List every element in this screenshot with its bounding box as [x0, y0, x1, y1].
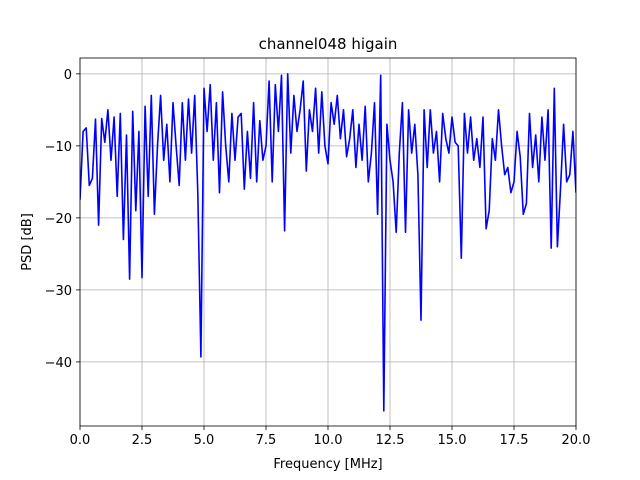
x-tick-label: 12.5 [376, 433, 405, 448]
y-tick-label: −30 [45, 284, 72, 299]
y-axis-label: PSD [dB] [20, 213, 35, 271]
x-tick-label: 10.0 [314, 433, 343, 448]
chart-title: channel048 higain [259, 35, 398, 53]
y-tick-label: −40 [45, 356, 72, 371]
plot-frame [79, 57, 577, 427]
x-axis-label: Frequency [MHz] [273, 457, 382, 472]
x-tick-label: 5.0 [194, 433, 215, 448]
y-tick-label: −10 [45, 140, 72, 155]
x-tick-label: 7.5 [256, 433, 277, 448]
x-tick-label: 17.5 [500, 433, 529, 448]
x-tick-label: 0.0 [70, 433, 91, 448]
series-line [80, 73, 576, 412]
x-tick-label: 20.0 [562, 433, 591, 448]
x-tick-label: 2.5 [132, 433, 153, 448]
y-tick-label: 0 [64, 68, 72, 83]
y-tick-label: −20 [45, 212, 72, 227]
x-tick-label: 15.0 [438, 433, 467, 448]
